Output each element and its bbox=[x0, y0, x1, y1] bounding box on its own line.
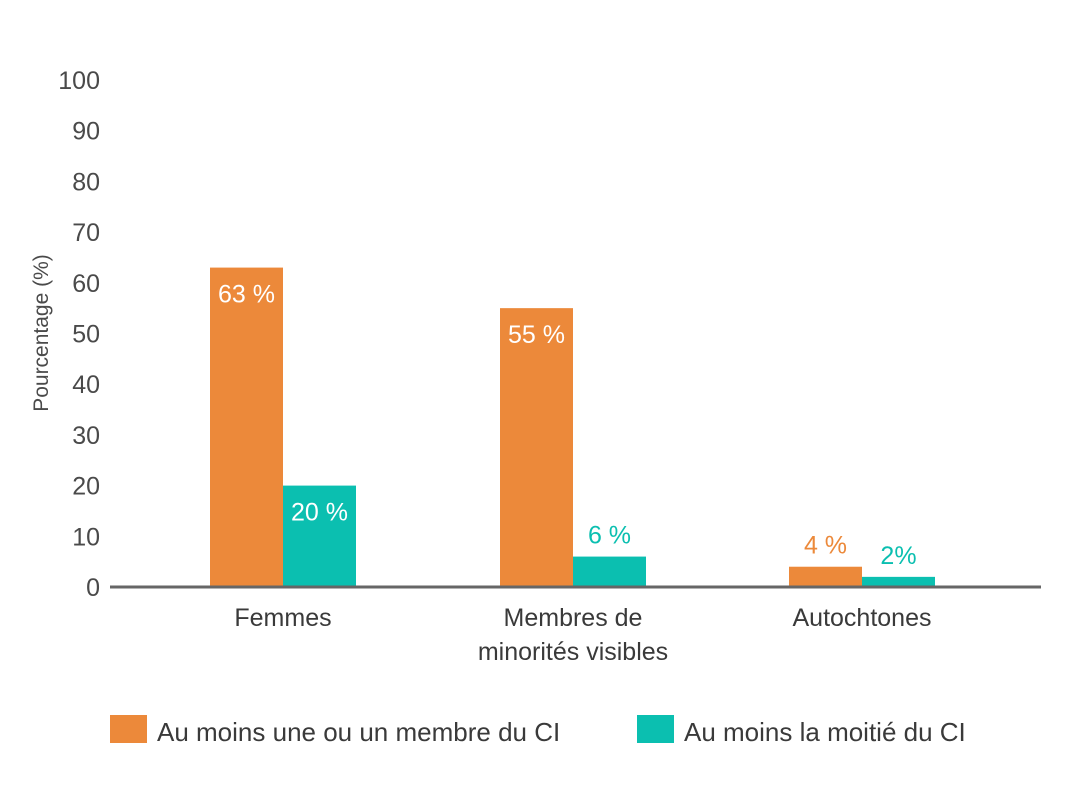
legend-swatch bbox=[637, 715, 674, 743]
data-label: 55 % bbox=[508, 321, 565, 349]
bar-au-moins-la-moitie-2 bbox=[862, 576, 935, 587]
y-tick-label: 10 bbox=[72, 523, 100, 551]
y-tick-label: 0 bbox=[86, 574, 100, 602]
category-labels: Femmes Membres de minorités visibles Autoch… bbox=[234, 604, 931, 666]
y-axis-title: Pourcentage (%) bbox=[30, 254, 53, 412]
legend-label: Au moins la moitié du CI bbox=[684, 717, 966, 747]
y-tick-label: 90 bbox=[72, 118, 100, 146]
bar-au-moins-un-membre-2 bbox=[789, 566, 862, 587]
bar-au-moins-un-membre-0 bbox=[210, 267, 283, 587]
category-label: Femmes bbox=[234, 604, 331, 632]
y-tick-label: 40 bbox=[72, 371, 100, 399]
legend-label: Au moins une ou un membre du CI bbox=[157, 717, 560, 747]
category-label: minorités visibles bbox=[478, 638, 668, 666]
bar-au-moins-la-moitie-1 bbox=[573, 556, 646, 587]
data-label: 6 % bbox=[588, 522, 631, 550]
y-axis-ticks: 0 10 20 30 40 50 60 70 80 90 100 bbox=[58, 67, 100, 602]
y-tick-label: 20 bbox=[72, 473, 100, 501]
data-label: 2% bbox=[880, 542, 916, 570]
category-label: Autochtones bbox=[793, 604, 932, 632]
data-label: 63 % bbox=[218, 281, 275, 309]
bars: 63 % 55 % 4 % 20 % 6 % 2% bbox=[210, 267, 935, 587]
bar-au-moins-la-moitie-0 bbox=[283, 485, 356, 587]
category-label: Membres de bbox=[504, 604, 643, 632]
legend: Au moins une ou un membre du CI Au moins … bbox=[110, 715, 966, 747]
data-label: 4 % bbox=[804, 532, 847, 560]
y-tick-label: 60 bbox=[72, 270, 100, 298]
y-tick-label: 80 bbox=[72, 168, 100, 196]
y-tick-label: 100 bbox=[58, 67, 100, 95]
y-tick-label: 70 bbox=[72, 219, 100, 247]
y-tick-label: 30 bbox=[72, 422, 100, 450]
y-tick-label: 50 bbox=[72, 321, 100, 349]
bar-au-moins-un-membre-1 bbox=[500, 308, 573, 587]
data-label: 20 % bbox=[291, 499, 348, 527]
legend-swatch bbox=[110, 715, 147, 743]
